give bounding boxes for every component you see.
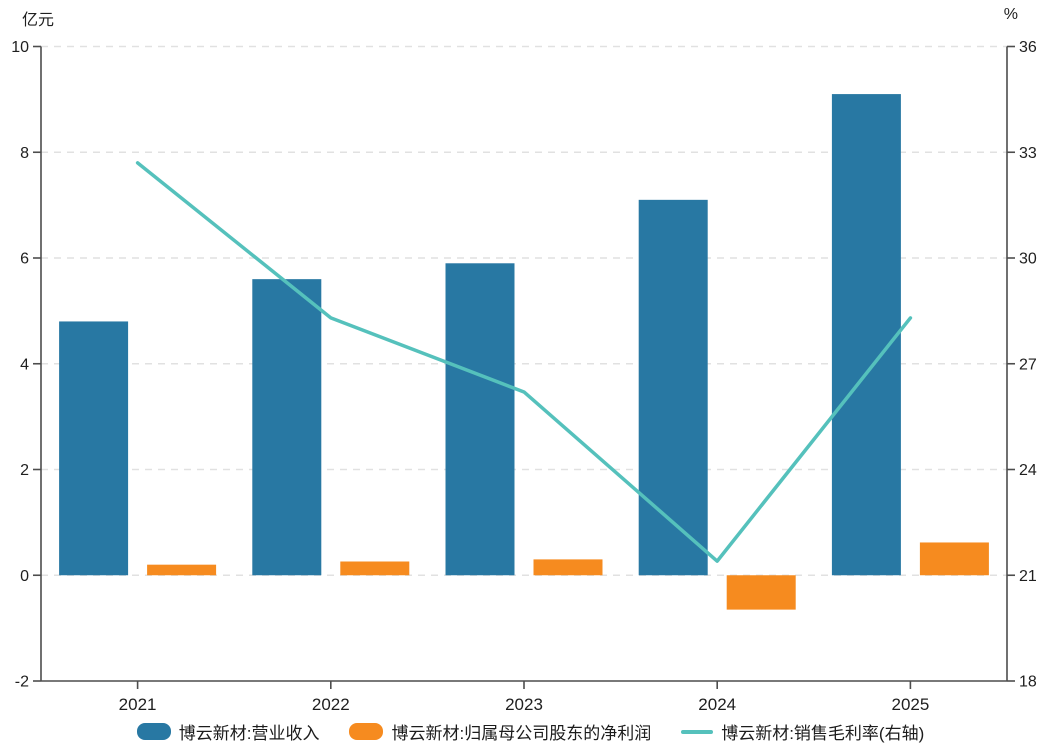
revenue-bar-2022	[252, 279, 322, 576]
x-axis-year-label: 2022	[312, 695, 350, 714]
revenue-legend-swatch	[136, 723, 171, 740]
legend-item-gross-margin: 博云新材:销售毛利率(右轴)	[681, 719, 924, 744]
revenue-bar-2024	[638, 199, 708, 576]
net-profit-bar-2021	[147, 564, 217, 576]
right-axis-tick-label: 18	[1019, 674, 1037, 691]
right-axis-tick-label: 30	[1019, 251, 1037, 268]
right-axis-unit-label: %	[1003, 6, 1018, 23]
right-axis-tick-label: 27	[1019, 356, 1037, 373]
left-axis-tick-label: 10	[11, 39, 29, 56]
legend-item-net-profit: 博云新材:归属母公司股东的净利润	[349, 719, 651, 744]
gross-margin-legend-swatch	[681, 729, 714, 734]
right-axis-tick-label: 36	[1019, 39, 1037, 56]
left-axis-tick-label: 2	[20, 462, 29, 479]
revenue-bar-2023	[445, 263, 515, 576]
x-axis-year-label: 2023	[505, 695, 543, 714]
left-axis-tick-label: -2	[15, 674, 29, 691]
legend-item-revenue: 博云新材:营业收入	[136, 719, 320, 744]
right-axis-tick-label: 21	[1019, 568, 1037, 585]
x-axis-year-label: 2024	[698, 695, 736, 714]
legend: 博云新材:营业收入 博云新材:归属母公司股东的净利润 博云新材:销售毛利率(右轴…	[0, 719, 1061, 744]
net-profit-bar-2024	[726, 575, 796, 610]
x-axis-year-label: 2025	[891, 695, 929, 714]
left-axis-tick-label: 4	[20, 356, 29, 373]
gross-margin-legend-label: 博云新材:销售毛利率(右轴)	[721, 724, 925, 743]
left-axis-tick-label: 6	[20, 251, 29, 268]
left-axis-tick-label: 8	[20, 145, 29, 162]
gross-margin-line	[135, 161, 913, 563]
net-profit-bar-2025	[919, 542, 989, 576]
revenue-bar-2021	[59, 321, 129, 576]
revenue-bar-2025	[831, 94, 901, 576]
right-axis-tick-label: 24	[1019, 462, 1037, 479]
net-profit-legend-label: 博云新材:归属母公司股东的净利润	[391, 724, 652, 743]
revenue-legend-label: 博云新材:营业收入	[178, 724, 320, 743]
left-axis-tick-label: 0	[20, 568, 29, 585]
left-axis-unit-label: 亿元	[22, 12, 55, 29]
net-profit-legend-swatch	[349, 723, 384, 740]
net-profit-bar-2023	[533, 559, 603, 576]
net-profit-bar-2022	[340, 561, 410, 576]
right-axis-tick-label: 33	[1019, 145, 1037, 162]
x-axis-year-label: 2021	[119, 695, 157, 714]
